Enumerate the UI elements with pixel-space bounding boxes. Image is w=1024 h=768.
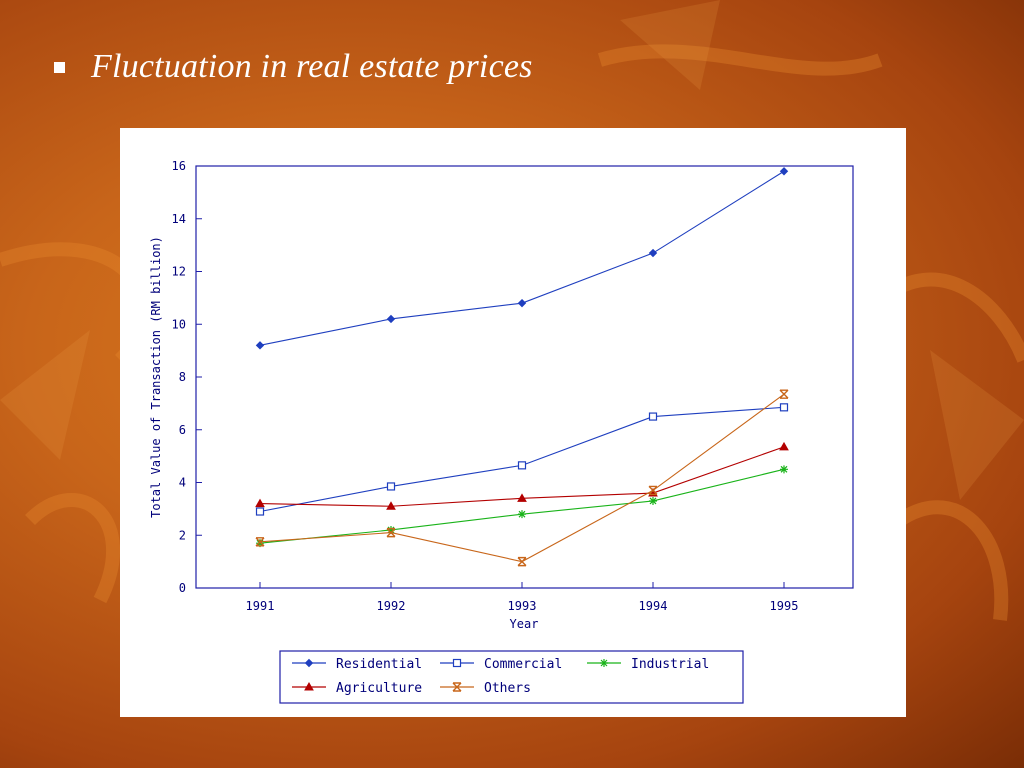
y-tick-label: 16 xyxy=(172,159,186,173)
legend-label-others: Others xyxy=(484,681,531,696)
data-point-agriculture xyxy=(517,493,527,502)
data-point-others xyxy=(255,537,265,547)
y-tick-label: 10 xyxy=(172,317,186,331)
y-tick-label: 8 xyxy=(179,370,186,384)
data-point-commercial xyxy=(255,507,265,516)
legend-marker-agriculture xyxy=(304,681,314,691)
legend-marker-residential xyxy=(304,658,314,668)
legend-item-residential: Residential xyxy=(292,657,422,672)
series-group xyxy=(255,167,789,567)
bullet-square-icon xyxy=(54,61,65,73)
series-commercial xyxy=(255,403,789,516)
x-axis: 1991 1992 1993 1994 1995 xyxy=(246,582,799,613)
data-point-industrial xyxy=(649,496,657,505)
x-tick-label: 1993 xyxy=(508,599,537,613)
legend-label-industrial: Industrial xyxy=(631,657,709,672)
series-residential xyxy=(255,167,789,350)
data-point-agriculture xyxy=(255,498,265,508)
legend-box xyxy=(279,650,744,704)
legend-item-industrial: Industrial xyxy=(587,657,709,672)
y-tick-label: 12 xyxy=(172,265,186,279)
data-point-industrial xyxy=(387,525,395,534)
legend-marker-industrial xyxy=(600,659,608,667)
series-agriculture xyxy=(255,441,789,510)
plot-frame xyxy=(195,165,854,589)
line-chart: 0 2 4 6 8 10 12 14 16 1991 1992 1993 1994 1995 Total… xyxy=(149,159,854,704)
series-line-others xyxy=(259,393,785,563)
data-point-residential xyxy=(255,341,265,350)
legend-label-agriculture: Agriculture xyxy=(336,681,422,696)
legend-item-agriculture: Agriculture xyxy=(292,681,422,696)
y-tick-label: 6 xyxy=(179,423,186,437)
y-tick-label: 2 xyxy=(179,528,186,542)
data-point-agriculture xyxy=(386,501,396,510)
data-point-residential xyxy=(779,167,789,176)
slide-title: Fluctuation in real estate prices xyxy=(54,44,533,90)
data-point-commercial xyxy=(779,403,789,412)
x-tick-label: 1992 xyxy=(377,599,406,613)
y-axis-label: Total Value of Transaction (RM billion) xyxy=(149,236,163,518)
series-line-industrial xyxy=(259,468,785,544)
series-others xyxy=(255,389,789,567)
data-point-commercial xyxy=(648,412,658,421)
x-tick-label: 1991 xyxy=(246,599,275,613)
y-tick-label: 4 xyxy=(179,476,186,490)
legend-item-others: Others xyxy=(440,681,531,696)
data-point-others xyxy=(386,527,396,538)
y-tick-label: 14 xyxy=(172,212,186,226)
slide-title-text: Fluctuation in real estate prices xyxy=(91,48,533,85)
data-point-residential xyxy=(386,314,396,324)
legend-item-commercial: Commercial xyxy=(440,657,562,672)
data-point-others xyxy=(648,485,658,496)
x-axis-label: Year xyxy=(510,617,539,631)
data-point-industrial xyxy=(518,510,526,519)
legend-marker-commercial xyxy=(452,658,462,668)
series-line-residential xyxy=(259,170,785,346)
y-tick-label: 0 xyxy=(179,581,186,595)
data-point-commercial xyxy=(517,461,527,470)
data-point-industrial xyxy=(780,465,788,474)
legend: Residential Commercial Industrial Agricultu… xyxy=(292,657,709,696)
data-point-others xyxy=(517,556,527,567)
data-point-agriculture xyxy=(779,441,789,451)
legend-marker-others xyxy=(452,682,462,692)
data-point-industrial xyxy=(256,539,264,548)
chart-panel: 0 2 4 6 8 10 12 14 16 1991 1992 1993 1994 1995 Total… xyxy=(120,128,906,717)
data-point-residential xyxy=(517,298,527,308)
data-point-residential xyxy=(648,248,658,258)
x-tick-label: 1995 xyxy=(770,599,799,613)
data-point-commercial xyxy=(386,482,396,491)
data-point-others xyxy=(779,389,789,399)
legend-label-commercial: Commercial xyxy=(484,657,562,672)
legend-label-residential: Residential xyxy=(336,657,422,672)
x-tick-label: 1994 xyxy=(639,599,668,613)
y-axis: 0 2 4 6 8 10 12 14 16 xyxy=(172,159,202,595)
series-industrial xyxy=(256,465,788,548)
